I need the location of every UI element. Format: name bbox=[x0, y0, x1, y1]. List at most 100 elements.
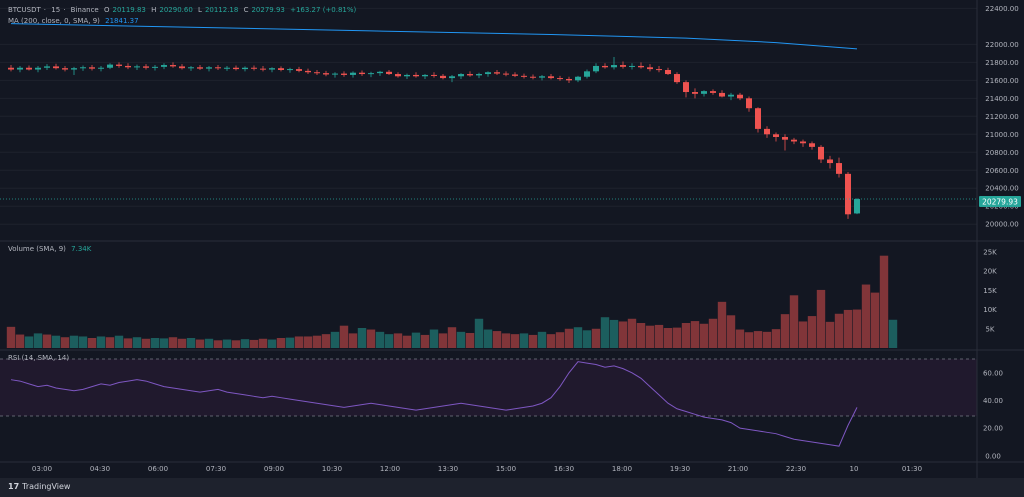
time-tick-label: 21:00 bbox=[728, 465, 748, 473]
volume-bar bbox=[834, 313, 844, 348]
symbol[interactable]: BTCUSDT bbox=[8, 6, 41, 14]
volume-bar bbox=[582, 330, 592, 348]
rsi-tick-label: 20.00 bbox=[983, 425, 1003, 433]
volume-bar bbox=[645, 325, 655, 348]
volume-bar bbox=[60, 337, 70, 348]
time-tick-label: 10 bbox=[850, 465, 859, 473]
volume-bar bbox=[141, 338, 151, 348]
rsi-tick-label: 0.00 bbox=[985, 452, 1001, 460]
candle-body bbox=[683, 82, 689, 93]
volume-bar bbox=[339, 325, 349, 348]
time-tick-label: 18:00 bbox=[612, 465, 632, 473]
main-legend[interactable]: BTCUSDT · 15 · Binance O 20119.83 H 20290.60… bbox=[8, 6, 357, 14]
price-label-bg bbox=[979, 196, 1021, 207]
volume-bar bbox=[636, 323, 646, 348]
candle-body bbox=[611, 65, 617, 68]
time-tick-label: 16:30 bbox=[554, 465, 574, 473]
price-tick-label: 20800.00 bbox=[985, 149, 1018, 157]
volume-tick-label: 10K bbox=[983, 306, 997, 314]
volume-bar bbox=[600, 317, 610, 348]
volume-bar bbox=[717, 301, 727, 348]
volume-bar bbox=[222, 339, 232, 348]
volume-bar bbox=[870, 292, 880, 348]
time-tick-label: 07:30 bbox=[206, 465, 226, 473]
candle-body bbox=[638, 65, 644, 68]
volume-bar bbox=[105, 337, 115, 348]
rsi-axis[interactable]: 60.00 40.00 20.00 0.00 bbox=[983, 369, 1003, 460]
ma-legend[interactable]: MA (200, close, 0, SMA, 9) 21841.37 bbox=[8, 17, 142, 26]
candle-body bbox=[539, 76, 545, 78]
candle-body bbox=[827, 159, 833, 164]
candle-body bbox=[746, 98, 752, 109]
volume-bar bbox=[816, 289, 826, 348]
candle-body bbox=[845, 173, 851, 215]
time-axis[interactable]: 03:00 04:30 06:00 07:30 09:00 10:30 12:00 13:30… bbox=[32, 465, 922, 473]
low-value: 20112.18 bbox=[204, 6, 239, 14]
volume-bar bbox=[465, 333, 475, 348]
rsi-legend[interactable]: RSI (14, SMA, 14) bbox=[8, 354, 72, 363]
volume-bar bbox=[852, 309, 862, 348]
volume-tick-label: 25K bbox=[983, 248, 997, 256]
volume-bar bbox=[177, 338, 187, 348]
candle-body bbox=[566, 78, 572, 81]
candle-body bbox=[764, 128, 770, 135]
volume-bar bbox=[861, 284, 871, 348]
price-axis[interactable]: 22400.00 22000.00 21800.00 21600.00 21400.00… bbox=[985, 5, 1018, 229]
volume-bar bbox=[618, 321, 628, 348]
volume-tick-label: 20K bbox=[983, 268, 997, 276]
rsi-tick-label: 40.00 bbox=[983, 397, 1003, 405]
volume-bar bbox=[879, 255, 889, 348]
candle-body bbox=[485, 72, 491, 75]
candle-body bbox=[656, 69, 662, 71]
volume-bar bbox=[294, 336, 304, 348]
price-tick-label: 21200.00 bbox=[985, 113, 1018, 121]
volume-legend[interactable]: Volume (SMA, 9) 7.34K bbox=[8, 245, 94, 254]
volume-bar bbox=[780, 314, 790, 348]
volume-axis[interactable]: 25K 20K 15K 10K 5K bbox=[983, 248, 997, 333]
tradingview-logo[interactable]: 17 TradingView bbox=[8, 482, 70, 491]
volume-bar bbox=[627, 318, 637, 348]
volume-bar bbox=[132, 337, 142, 348]
volume-value: 7.34K bbox=[71, 245, 92, 253]
volume-bar bbox=[87, 338, 97, 348]
time-tick-label: 01:30 bbox=[902, 465, 922, 473]
chart-canvas: 22400.00 22000.00 21800.00 21600.00 21400.00… bbox=[0, 0, 1024, 478]
candles bbox=[8, 56, 860, 219]
volume-bar bbox=[456, 331, 466, 348]
candle-body bbox=[674, 74, 680, 83]
candle-body bbox=[647, 67, 653, 70]
tradingview-icon: 17 bbox=[8, 482, 20, 491]
volume-bar bbox=[528, 334, 538, 348]
price-tick-label: 20600.00 bbox=[985, 167, 1018, 175]
volume-bar bbox=[285, 337, 295, 348]
low-label: L bbox=[198, 6, 202, 14]
volume-bar bbox=[24, 336, 34, 348]
volume-bar bbox=[114, 335, 124, 348]
rsi-tick-label: 60.00 bbox=[983, 369, 1003, 377]
candle-body bbox=[251, 67, 257, 69]
volume-bar bbox=[393, 333, 403, 348]
ma-label[interactable]: MA (200, close, 0, SMA, 9) bbox=[8, 17, 100, 25]
volume-bar bbox=[69, 335, 79, 348]
volume-bar bbox=[537, 331, 547, 348]
volume-label[interactable]: Volume (SMA, 9) bbox=[8, 245, 66, 253]
candle-body bbox=[431, 74, 437, 76]
candle-body bbox=[269, 68, 275, 70]
volume-bar bbox=[249, 339, 259, 348]
candle-body bbox=[440, 75, 446, 79]
volume-bar bbox=[429, 329, 439, 348]
volume-bar bbox=[384, 334, 394, 348]
volume-bar bbox=[564, 328, 574, 348]
interval[interactable]: 15 bbox=[51, 6, 61, 14]
volume-bar bbox=[6, 326, 16, 348]
candle-body bbox=[773, 134, 779, 137]
volume-bar bbox=[159, 338, 169, 348]
volume-bar bbox=[771, 329, 781, 348]
rsi-label[interactable]: RSI (14, SMA, 14) bbox=[8, 354, 70, 362]
volume-bar bbox=[321, 334, 331, 348]
volume-bar bbox=[753, 331, 763, 348]
candle-body bbox=[260, 68, 266, 70]
volume-bar bbox=[699, 323, 709, 348]
volume-bar bbox=[366, 329, 376, 348]
volume-bar bbox=[276, 338, 286, 348]
